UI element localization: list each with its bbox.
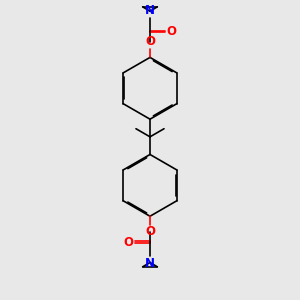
Text: O: O bbox=[167, 25, 176, 38]
Text: N: N bbox=[145, 4, 155, 17]
Text: O: O bbox=[145, 225, 155, 239]
Text: O: O bbox=[145, 35, 155, 48]
Text: O: O bbox=[124, 236, 134, 249]
Text: N: N bbox=[145, 256, 155, 269]
